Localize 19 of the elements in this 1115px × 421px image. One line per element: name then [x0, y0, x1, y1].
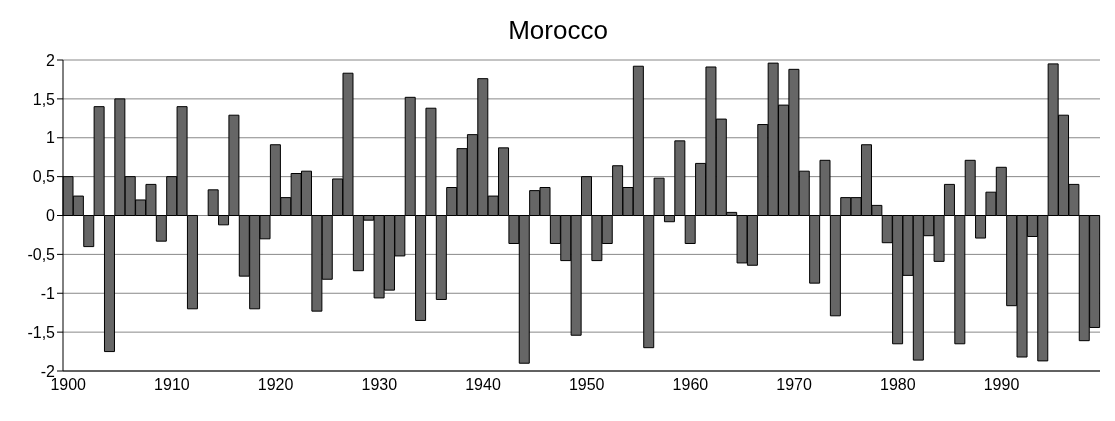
x-tick-label: 1910 [154, 376, 190, 394]
x-tick-label: 1930 [361, 376, 398, 394]
y-tick-label: -0,5 [27, 246, 56, 264]
x-tick-label: 1960 [672, 376, 709, 394]
x-tick-label: 1920 [257, 376, 294, 394]
y-tick-label: 1 [46, 129, 56, 147]
y-tick-label: 0 [46, 207, 56, 225]
x-tick-label: 1990 [983, 376, 1020, 394]
x-tick-label: 1980 [879, 376, 916, 394]
y-tick-label: 1,5 [32, 90, 56, 108]
y-tick-label: 0,5 [32, 168, 56, 186]
x-tick-label: 1900 [50, 376, 87, 394]
y-tick-label: 2 [46, 51, 56, 69]
y-tick-label: -1,5 [27, 323, 56, 341]
x-tick-label: 1970 [776, 376, 812, 394]
x-tick-label: 1950 [568, 376, 605, 394]
y-tick-label: -1 [40, 284, 56, 302]
chart-title: Morocco [507, 14, 609, 47]
x-tick-label: 1940 [465, 376, 501, 394]
